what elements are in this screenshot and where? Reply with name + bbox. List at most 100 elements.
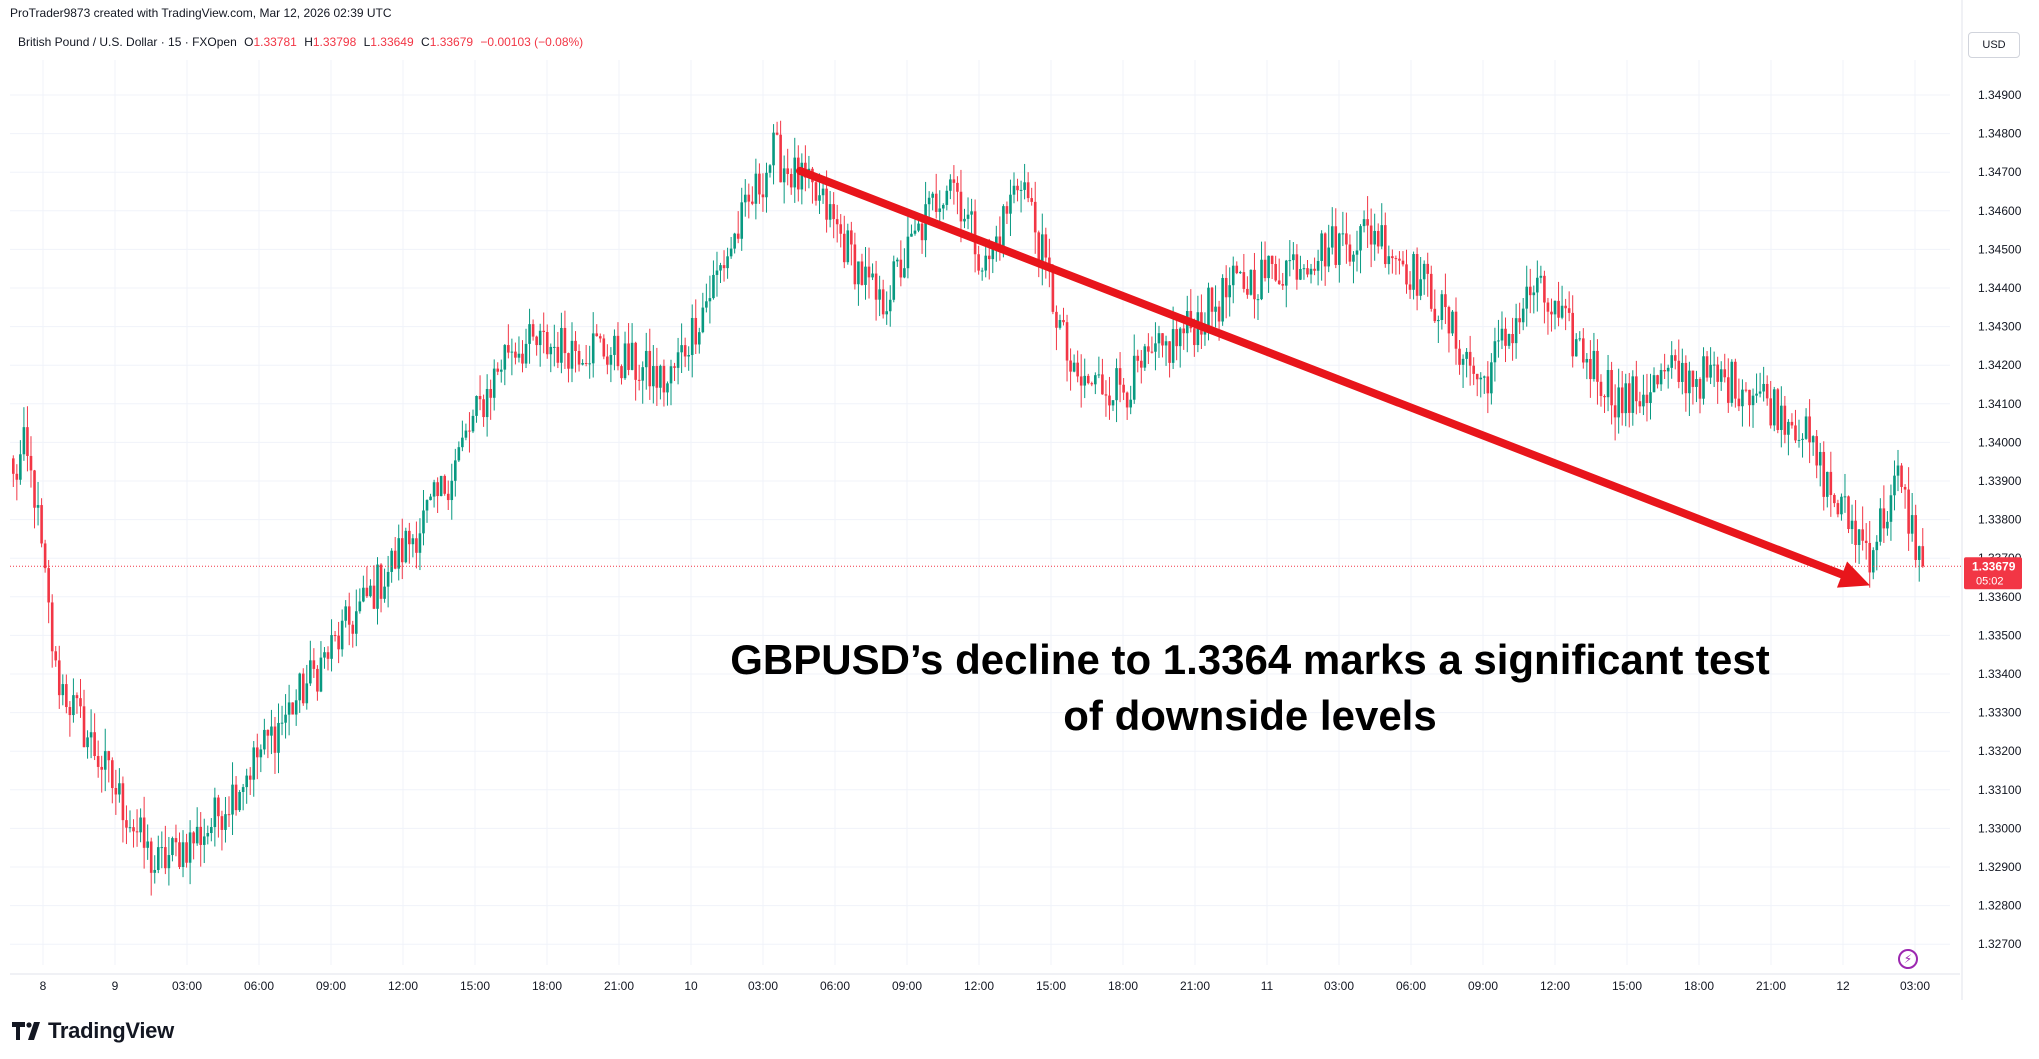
- symbol-label[interactable]: British Pound / U.S. Dollar · 15 · FXOpe…: [18, 35, 237, 49]
- candle-body: [47, 568, 50, 603]
- candle: [496, 362, 500, 376]
- price-tick-label: 1.34200: [1978, 358, 2022, 372]
- currency-button[interactable]: USD: [1968, 32, 2020, 58]
- candle-body: [867, 266, 871, 278]
- candle-body: [1691, 370, 1695, 387]
- candle: [892, 255, 896, 303]
- time-tick-label: 03:00: [1900, 979, 1930, 993]
- candle-body: [273, 726, 277, 753]
- candle: [620, 364, 623, 385]
- candle-body: [1804, 416, 1808, 439]
- candle-body: [1019, 189, 1023, 191]
- candle-body: [1157, 333, 1161, 344]
- candle-body: [712, 274, 715, 299]
- candle-body: [538, 330, 542, 346]
- candle-body: [1016, 185, 1019, 191]
- candle-body: [963, 218, 966, 222]
- candle: [673, 362, 676, 382]
- candle-body: [1903, 486, 1907, 490]
- price-tick-label: 1.33400: [1978, 667, 2022, 681]
- candle: [804, 145, 807, 192]
- candle: [1691, 370, 1695, 405]
- candle-body: [1334, 226, 1338, 265]
- candle: [800, 153, 804, 205]
- candle-body: [789, 173, 793, 188]
- candle-body: [181, 842, 185, 868]
- candle: [1811, 435, 1815, 456]
- candle: [400, 518, 404, 580]
- candle-body: [1454, 311, 1458, 349]
- time-tick-label: 18:00: [1108, 979, 1138, 993]
- candle-body: [779, 134, 782, 183]
- candle: [128, 810, 132, 833]
- candle: [1104, 380, 1108, 417]
- candle-body: [1320, 233, 1323, 261]
- candle: [1451, 310, 1454, 336]
- candle: [425, 499, 429, 523]
- candle: [613, 329, 616, 371]
- candle-body: [489, 388, 492, 398]
- candle: [1352, 251, 1355, 284]
- candle: [167, 836, 171, 886]
- candle: [301, 668, 305, 706]
- candle: [1327, 224, 1331, 273]
- candle: [1656, 374, 1659, 389]
- candle-body: [733, 233, 736, 249]
- candle-body: [50, 602, 54, 652]
- candle: [142, 796, 146, 869]
- candle: [199, 812, 203, 867]
- candle-body: [206, 833, 210, 837]
- candle-body: [860, 261, 864, 285]
- last-price-tag-bg: [1964, 557, 2022, 590]
- candle-body: [595, 333, 599, 337]
- candle: [358, 588, 362, 614]
- candle-body: [655, 366, 659, 388]
- candle-body: [1606, 370, 1610, 398]
- candle-body: [1341, 233, 1345, 235]
- candle-body: [1292, 254, 1295, 261]
- candle-body: [521, 353, 524, 364]
- candle-body: [673, 366, 676, 368]
- candle: [121, 776, 125, 843]
- candle: [899, 240, 903, 287]
- candle: [1780, 386, 1783, 448]
- candle-body: [1359, 226, 1362, 251]
- candle-body: [1231, 265, 1235, 286]
- candle: [149, 837, 153, 896]
- candle-body: [669, 366, 673, 384]
- candle: [1422, 260, 1426, 295]
- candle-body: [238, 791, 241, 811]
- candle-body: [701, 307, 705, 333]
- candle-body: [644, 350, 648, 368]
- candle-body: [1649, 392, 1652, 404]
- candle: [1737, 378, 1741, 412]
- candle: [1688, 361, 1691, 417]
- candle: [616, 322, 620, 371]
- tradingview-logo[interactable]: TradingView: [12, 1018, 174, 1043]
- candle: [1589, 340, 1592, 398]
- candle: [1164, 335, 1168, 366]
- candle-body: [1270, 255, 1274, 264]
- candle-body: [224, 814, 227, 830]
- candle: [330, 619, 333, 672]
- time-tick-label: 06:00: [1396, 979, 1426, 993]
- candle-body: [255, 747, 259, 758]
- candle-body: [1316, 260, 1320, 271]
- candle-body: [1712, 364, 1716, 366]
- candle-body: [429, 496, 432, 501]
- candle: [1751, 388, 1755, 428]
- candle-body: [666, 383, 669, 393]
- candle-body: [33, 470, 36, 508]
- candle: [507, 324, 510, 359]
- candle-body: [1857, 529, 1861, 545]
- candle: [906, 215, 910, 279]
- candle-body: [111, 760, 114, 789]
- lightning-icon[interactable]: ⚡: [1898, 949, 1918, 969]
- candle-body: [1447, 307, 1451, 334]
- candle: [489, 379, 492, 420]
- time-tick-label: 03:00: [172, 979, 202, 993]
- candle: [1461, 354, 1465, 388]
- candle-body: [1507, 334, 1511, 346]
- candle-body: [581, 362, 584, 365]
